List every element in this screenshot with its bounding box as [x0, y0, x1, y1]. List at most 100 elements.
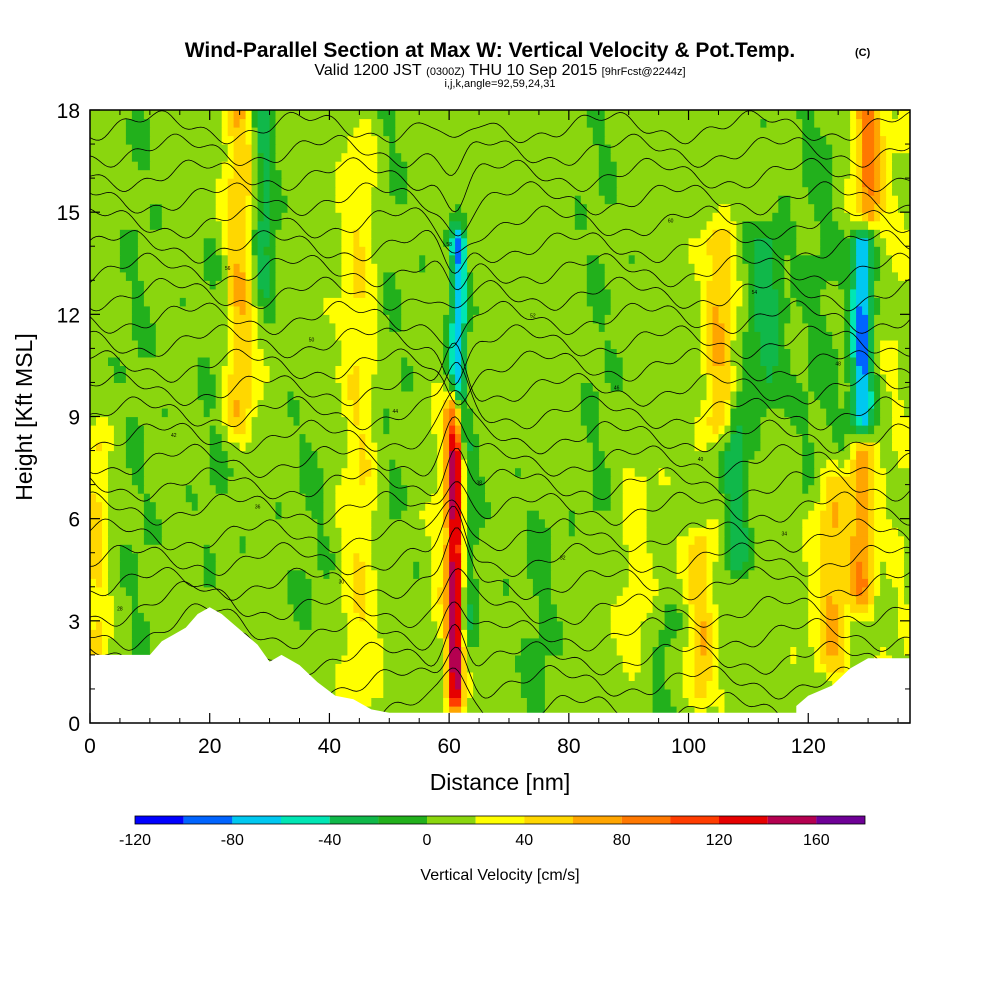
velocity-cell: [820, 629, 827, 639]
velocity-cell: [790, 356, 809, 366]
velocity-cell: [341, 220, 372, 230]
velocity-cell: [108, 578, 121, 588]
velocity-cell: [832, 595, 857, 605]
velocity-cell: [311, 510, 325, 520]
velocity-cell: [742, 442, 761, 452]
velocity-cell: [461, 595, 468, 605]
velocity-cell: [856, 399, 869, 409]
velocity-cell: [586, 288, 612, 298]
theta-contour-label: 54: [752, 290, 758, 296]
velocity-cell: [766, 373, 773, 383]
velocity-cell: [712, 663, 720, 673]
velocity-cell: [754, 263, 773, 273]
velocity-cell: [544, 518, 570, 528]
velocity-cell: [245, 110, 253, 120]
velocity-cell: [233, 263, 241, 273]
velocity-cell: [868, 212, 875, 222]
velocity-cell: [712, 578, 809, 588]
velocity-cell: [275, 280, 342, 290]
velocity-cell: [449, 246, 456, 256]
velocity-cell: [694, 612, 714, 622]
velocity-cell: [257, 288, 265, 298]
velocity-cell: [461, 612, 468, 622]
velocity-cell: [263, 186, 271, 196]
velocity-cell: [143, 493, 151, 503]
velocity-cell: [431, 425, 444, 435]
velocity-cell: [694, 433, 719, 443]
velocity-cell: [449, 535, 462, 545]
velocity-cell: [335, 561, 342, 571]
velocity-cell: [808, 391, 815, 401]
velocity-cell: [131, 297, 145, 307]
velocity-cell: [467, 578, 480, 588]
velocity-cell: [772, 212, 791, 222]
velocity-cell: [856, 144, 863, 154]
velocity-cell: [341, 408, 354, 418]
velocity-cell: [455, 203, 462, 213]
velocity-cell: [868, 297, 875, 307]
velocity-cell: [718, 629, 809, 639]
velocity-cell: [622, 484, 648, 494]
velocity-cell: [820, 527, 857, 537]
velocity-cell: [562, 637, 618, 647]
velocity-cell: [227, 152, 235, 162]
velocity-cell: [814, 212, 833, 222]
velocity-cell: [604, 110, 797, 120]
velocity-cell: [706, 391, 714, 401]
velocity-cell: [730, 229, 737, 239]
velocity-cell: [371, 246, 450, 256]
velocity-cell: [742, 518, 749, 528]
velocity-cell: [395, 127, 594, 137]
velocity-cell: [461, 501, 468, 511]
velocity-cell: [473, 416, 582, 426]
velocity-cell: [856, 382, 869, 392]
velocity-cell: [251, 425, 348, 435]
velocity-cell: [838, 518, 857, 528]
velocity-cell: [892, 110, 899, 120]
velocity-cell: [137, 271, 205, 281]
x-tick-label: 40: [318, 735, 341, 758]
velocity-cell: [652, 697, 672, 707]
velocity-cell: [862, 135, 875, 145]
velocity-cell: [443, 697, 450, 707]
velocity-cell: [868, 220, 905, 230]
velocity-cell: [862, 416, 869, 426]
velocity-cell: [742, 365, 767, 375]
velocity-cell: [706, 288, 731, 298]
velocity-cell: [736, 314, 749, 324]
velocity-cell: [586, 220, 708, 230]
velocity-cell: [790, 254, 851, 264]
velocity-cell: [874, 527, 899, 537]
velocity-cell: [628, 544, 648, 554]
velocity-cell: [634, 254, 690, 264]
velocity-cell: [299, 399, 342, 409]
velocity-cell: [443, 322, 450, 332]
velocity-cell: [772, 237, 797, 247]
velocity-cell: [257, 305, 265, 315]
velocity-cell: [191, 501, 199, 511]
velocity-cell: [874, 586, 881, 596]
velocity-cell: [880, 263, 893, 273]
velocity-cell: [640, 637, 660, 647]
velocity-cell: [790, 288, 821, 298]
velocity-cell: [473, 297, 588, 307]
velocity-cell: [592, 459, 606, 469]
velocity-cell: [335, 331, 378, 341]
velocity-cell: [96, 442, 103, 452]
velocity-cell: [90, 586, 109, 596]
velocity-cell: [808, 561, 821, 571]
velocity-cell: [449, 254, 456, 264]
velocity-cell: [742, 561, 755, 571]
velocity-cell: [215, 246, 223, 256]
theta-contour: [90, 228, 910, 274]
velocity-cell: [538, 510, 570, 520]
velocity-cell: [407, 195, 576, 205]
velocity-cell: [365, 569, 378, 579]
velocity-cell: [371, 552, 432, 562]
velocity-cell: [143, 442, 211, 452]
velocity-cell: [221, 399, 229, 409]
velocity-cell: [736, 246, 743, 256]
velocity-cell: [586, 263, 606, 273]
theta-contour-label: 44: [393, 409, 399, 415]
velocity-cell: [706, 586, 714, 596]
